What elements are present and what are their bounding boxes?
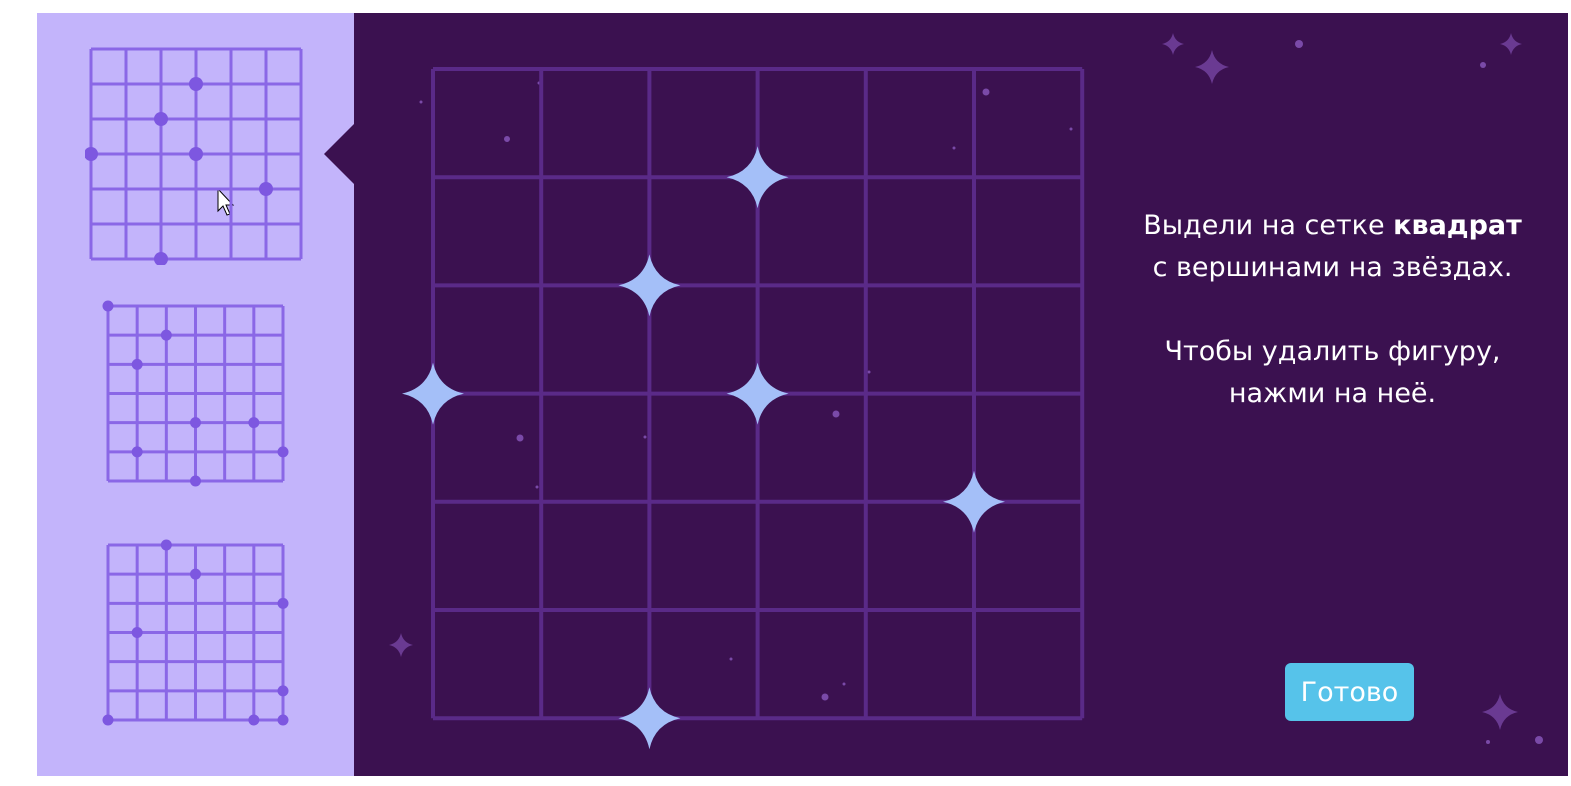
thumb-dot <box>277 714 289 726</box>
instruction-text: Выдели на сетке <box>1143 210 1394 241</box>
thumbnail-level-3[interactable] <box>102 539 289 726</box>
thumb-dot <box>189 77 203 91</box>
thumb-dot <box>190 475 201 487</box>
thumb-dot <box>102 300 114 312</box>
selection-pointer <box>324 124 354 184</box>
thumb-dot <box>277 685 289 697</box>
thumb-dot <box>160 539 172 551</box>
thumb-dot <box>190 568 201 580</box>
star-icon[interactable] <box>726 362 789 425</box>
thumb-dot <box>154 112 168 126</box>
star-icon[interactable] <box>618 687 681 750</box>
star-icon[interactable] <box>726 146 789 209</box>
done-button[interactable]: Готово <box>1285 663 1414 721</box>
thumb-dot <box>154 252 168 266</box>
thumb-dot <box>277 597 289 609</box>
instructions: Выдели на сетке квадрат с вершинами на зв… <box>1120 205 1545 457</box>
thumbnail-grid <box>102 539 289 726</box>
thumb-dot <box>189 147 203 161</box>
star-icon[interactable] <box>402 362 464 425</box>
thumb-dot <box>259 182 273 196</box>
instruction-text: нажми на неё. <box>1228 378 1437 409</box>
thumb-dot <box>277 446 289 458</box>
star-icon[interactable] <box>943 470 1005 533</box>
thumb-dot <box>84 147 98 161</box>
thumb-dot <box>131 358 143 370</box>
thumbnail-level-2[interactable] <box>102 300 289 487</box>
instruction-text: с вершинами на звёздах. <box>1152 252 1513 283</box>
instruction-text: Чтобы удалить фигуру, <box>1164 336 1501 367</box>
thumb-dot <box>131 446 143 458</box>
thumbnail-level-1[interactable] <box>84 43 307 266</box>
thumb-dot <box>102 714 114 726</box>
thumb-dot <box>248 417 260 429</box>
thumb-dot <box>190 417 201 429</box>
thumb-dot <box>248 714 260 726</box>
thumbnail-grid <box>102 300 289 487</box>
thumb-dot <box>131 627 143 638</box>
instruction-keyword: квадрат <box>1393 210 1522 241</box>
star-icon[interactable] <box>618 254 681 317</box>
thumbnail-grid <box>84 47 303 266</box>
thumb-dot <box>160 329 172 341</box>
